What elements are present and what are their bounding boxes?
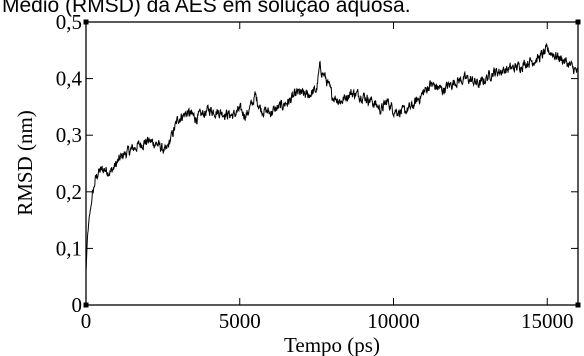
x-tick-label: 0 xyxy=(81,309,92,333)
y-tick-label: 0,4 xyxy=(56,67,83,91)
frame-corner-markers xyxy=(83,19,581,308)
corner-marker xyxy=(83,302,89,308)
x-tick-label: 5000 xyxy=(219,309,261,333)
y-tick-label: 0,3 xyxy=(56,123,82,147)
y-tick-label: 0,1 xyxy=(56,236,82,260)
rmsd-series-line xyxy=(85,42,579,271)
corner-marker xyxy=(575,302,581,308)
x-tick-label: 10000 xyxy=(367,309,420,333)
figure-caption: Médio (RMSD) da AES em solução aquosa. xyxy=(2,0,411,17)
x-axis-label: Tempo (ps) xyxy=(284,333,380,356)
y-tick-label: 0,5 xyxy=(56,10,82,34)
plot-frame xyxy=(85,21,579,306)
corner-marker xyxy=(83,19,89,25)
corner-marker xyxy=(575,19,581,25)
y-tick-label: 0 xyxy=(72,293,83,317)
y-axis-label: RMSD (nm) xyxy=(13,110,37,216)
y-axis-ticks: 0 0,1 0,2 0,3 0,4 0,5 xyxy=(56,10,578,317)
x-axis-ticks: 0 5000 10000 15000 xyxy=(81,22,574,333)
y-tick-label: 0,2 xyxy=(56,180,82,204)
x-tick-label: 15000 xyxy=(521,309,574,333)
